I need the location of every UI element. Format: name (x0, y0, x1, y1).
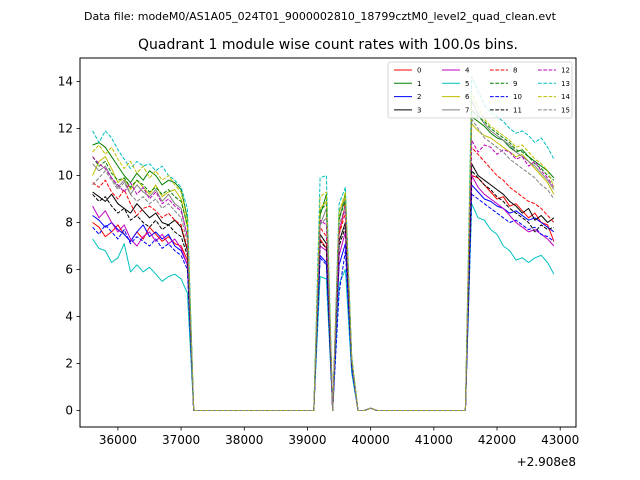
series-line-3 (92, 163, 555, 411)
legend-label-6: 6 (465, 93, 470, 101)
legend-label-14: 14 (561, 93, 570, 101)
series-line-14 (92, 92, 555, 411)
x-tick-label: 36000 (99, 433, 137, 447)
legend-label-4: 4 (465, 67, 470, 75)
legend-label-5: 5 (465, 80, 469, 88)
x-axis: 36000 37000 38000 39000 40000 41000 42000 43000 (99, 427, 579, 447)
series-line-12 (92, 139, 555, 411)
y-tick-label: 12 (58, 122, 73, 136)
series-line-13 (92, 76, 555, 411)
series-line-11 (92, 170, 555, 411)
legend-label-0: 0 (417, 67, 421, 75)
legend-label-3: 3 (417, 107, 421, 115)
legend-label-11: 11 (513, 107, 522, 115)
series-line-6 (92, 123, 555, 411)
series-line-9 (92, 109, 555, 411)
y-tick-label: 0 (65, 404, 73, 418)
series-line-4 (92, 175, 555, 411)
legend-label-1: 1 (417, 80, 421, 88)
series-line-8 (92, 146, 555, 411)
legend-label-12: 12 (561, 67, 570, 75)
x-tick-label: 40000 (352, 433, 390, 447)
x-offset-label: +2.908e8 (517, 455, 576, 469)
x-tick-label: 39000 (288, 433, 326, 447)
chart-title: Quadrant 1 module wise count rates with … (138, 37, 518, 53)
series-line-10 (92, 193, 555, 411)
series-line-2 (92, 184, 555, 411)
plot-frame (79, 57, 577, 428)
series-line-7 (92, 99, 555, 411)
legend-label-13: 13 (561, 80, 570, 88)
x-tick-label: 38000 (225, 433, 263, 447)
x-tick-label: 37000 (162, 433, 200, 447)
y-tick-label: 10 (58, 169, 73, 183)
x-tick-label: 42000 (478, 433, 516, 447)
legend-label-10: 10 (513, 93, 522, 101)
legend-label-9: 9 (513, 80, 517, 88)
legend-label-7: 7 (465, 107, 469, 115)
series-line-15 (92, 118, 555, 411)
y-tick-label: 8 (65, 216, 73, 230)
legend-frame (387, 61, 573, 119)
series-line-5 (92, 203, 555, 411)
legend-label-8: 8 (513, 67, 517, 75)
y-axis: 0 2 4 6 8 10 12 14 (58, 75, 80, 418)
series-layer (92, 76, 555, 411)
x-tick-label: 43000 (541, 433, 579, 447)
y-tick-label: 2 (65, 357, 73, 371)
x-tick-label: 41000 (415, 433, 453, 447)
series-line-0 (92, 175, 555, 411)
suptitle: Data file: modeM0/AS1A05_024T01_90000028… (84, 10, 557, 23)
y-tick-label: 6 (65, 263, 73, 277)
series-line-1 (92, 116, 555, 411)
legend-label-15: 15 (561, 107, 570, 115)
y-tick-label: 4 (65, 310, 73, 324)
legend-label-2: 2 (417, 93, 421, 101)
y-tick-label: 14 (58, 75, 73, 89)
